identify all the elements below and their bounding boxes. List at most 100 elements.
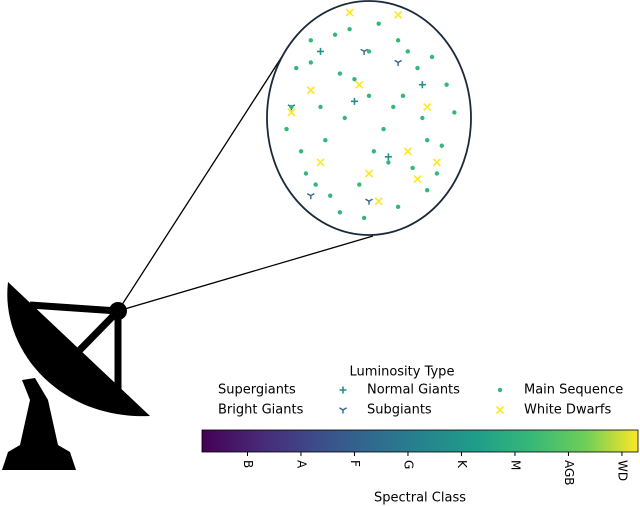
marker <box>364 169 374 178</box>
marker <box>360 48 369 55</box>
marker <box>306 192 315 200</box>
marker <box>318 104 323 110</box>
marker <box>391 104 396 110</box>
colorbar-label: Spectral Class <box>374 491 466 506</box>
marker <box>366 93 372 99</box>
cross <box>394 10 403 19</box>
marker <box>308 38 313 43</box>
plus <box>418 81 426 89</box>
marker <box>347 27 352 32</box>
dot <box>298 149 304 154</box>
plus <box>350 97 358 105</box>
marker <box>415 65 420 71</box>
cross <box>287 108 296 117</box>
marker <box>410 165 415 171</box>
dot <box>425 138 430 143</box>
marker <box>328 193 333 198</box>
dot <box>366 49 372 54</box>
dot <box>434 171 440 176</box>
dot <box>371 149 377 154</box>
marker <box>374 197 383 206</box>
tri <box>365 198 373 205</box>
dot <box>284 126 289 132</box>
marker <box>439 143 444 148</box>
cross <box>413 174 422 184</box>
cross <box>306 86 315 95</box>
tick-label: M <box>508 460 522 470</box>
dot <box>405 49 410 54</box>
cross <box>495 405 505 415</box>
cross <box>345 8 354 17</box>
marker <box>365 198 373 205</box>
plus <box>384 153 392 161</box>
cross <box>423 102 432 111</box>
legend-marker <box>495 405 505 415</box>
marker <box>395 204 401 209</box>
legend-label: Bright Giants <box>218 403 304 418</box>
marker <box>376 21 381 26</box>
cross <box>355 80 364 89</box>
cross <box>432 158 441 167</box>
marker <box>418 81 426 89</box>
marker <box>434 171 440 176</box>
legend-title: Luminosity Type <box>350 365 455 380</box>
marker <box>384 153 392 161</box>
legend-marker <box>497 387 503 393</box>
dot <box>400 93 406 99</box>
dot <box>303 171 309 176</box>
dot <box>410 165 415 171</box>
marker <box>386 160 391 165</box>
marker <box>381 126 386 132</box>
marker <box>413 174 422 184</box>
dot <box>357 182 362 187</box>
dot <box>452 110 457 115</box>
marker <box>289 104 294 110</box>
dot <box>328 193 333 198</box>
marker <box>337 210 343 215</box>
dot <box>308 38 313 43</box>
marker <box>366 49 372 54</box>
tick-label: A <box>294 460 308 469</box>
marker <box>357 182 362 187</box>
dot <box>352 76 357 82</box>
legend-marker <box>339 407 347 414</box>
cross <box>364 169 374 178</box>
marker <box>298 149 304 154</box>
tick-label: F <box>348 460 362 467</box>
dot <box>444 82 449 87</box>
legend-label: Subgiants <box>367 403 432 418</box>
dot <box>289 104 294 110</box>
tri <box>394 59 402 66</box>
tri <box>360 48 369 55</box>
dot <box>323 138 328 143</box>
marker <box>403 147 412 156</box>
marker <box>342 115 347 121</box>
dot <box>415 65 420 71</box>
marker <box>452 110 457 115</box>
dot <box>313 182 318 187</box>
cross <box>316 158 325 167</box>
dot <box>347 27 352 32</box>
marker <box>394 59 402 66</box>
tri <box>306 192 315 200</box>
dot <box>395 38 401 43</box>
marker <box>444 82 449 87</box>
marker <box>308 60 313 65</box>
dot <box>318 104 323 110</box>
marker <box>284 126 289 132</box>
dot <box>391 104 396 110</box>
marker <box>432 158 441 167</box>
marker <box>287 108 296 117</box>
tri <box>339 407 347 414</box>
marker <box>316 158 325 167</box>
cross <box>374 197 383 206</box>
marker <box>425 187 430 193</box>
dot <box>497 387 503 393</box>
marker <box>350 97 358 105</box>
dot <box>429 54 435 60</box>
legend-label: Supergiants <box>218 383 296 398</box>
marker <box>395 38 401 43</box>
marker <box>337 71 343 76</box>
dot <box>342 115 347 121</box>
